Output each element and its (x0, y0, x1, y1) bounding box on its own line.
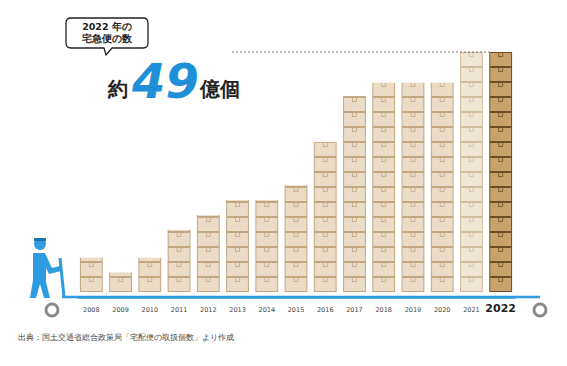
cart-platform (62, 296, 540, 299)
bar (226, 200, 249, 292)
x-tick-label: 2021 (463, 306, 480, 314)
x-tick: 2020 (434, 297, 451, 314)
x-axis: 2008 2009 2010 2011 2012 2013 2014 2015 2016 2017… (78, 297, 516, 315)
x-tick: 2008 (83, 297, 100, 314)
bar (138, 258, 161, 292)
x-tick-label: 2015 (288, 306, 305, 314)
callout-text: 宅急便の数 (82, 33, 133, 44)
bar (431, 83, 454, 292)
x-tick-label: 2019 (405, 306, 422, 314)
x-tick-label: 2020 (434, 306, 451, 314)
annotation: 2022 年の宅急便の数約49億個 (66, 18, 489, 109)
reference-line (232, 52, 489, 53)
callout-text: 2022 年の (82, 21, 132, 32)
x-tick-label: 2018 (375, 306, 392, 314)
x-tick-label: 2012 (200, 306, 217, 314)
x-tick: 2016 (317, 297, 334, 314)
person-body (30, 253, 61, 298)
bar (489, 52, 512, 292)
x-tick: 2019 (405, 297, 422, 314)
x-tick-label: 2016 (317, 306, 334, 314)
bar (343, 96, 366, 292)
bar (80, 258, 103, 292)
x-tick: 2012 (200, 297, 217, 314)
person-cap (34, 238, 46, 241)
x-tick: 2014 (258, 297, 275, 314)
cart-wheel (46, 304, 58, 316)
x-tick: 2018 (375, 297, 392, 314)
chart: 2008 2009 2010 2011 2012 2013 2014 2015 2016 2017… (0, 0, 567, 366)
bar (402, 83, 425, 292)
x-tick: 2022 (485, 297, 516, 315)
x-tick: 2011 (171, 297, 188, 314)
x-tick-label: 2017 (346, 306, 363, 314)
x-tick: 2013 (229, 297, 246, 314)
x-tick: 2009 (112, 297, 129, 314)
x-tick-label: 2013 (229, 306, 246, 314)
person-head (34, 238, 46, 250)
bar (109, 272, 132, 292)
x-tick: 2017 (346, 297, 363, 314)
bar (255, 200, 278, 292)
source-note: 出典：国土交通省総合政策局「宅配便の取扱個数」より作成 (18, 333, 234, 342)
x-tick: 2015 (288, 297, 305, 314)
person-icon (30, 238, 64, 298)
bar (197, 215, 220, 292)
bar (314, 142, 337, 292)
bars (80, 52, 512, 292)
bar (168, 230, 191, 292)
x-tick-label: 2022 (485, 302, 516, 315)
x-tick-label: 2009 (112, 306, 129, 314)
x-tick: 2010 (142, 297, 159, 314)
bar (372, 83, 395, 292)
bar (285, 185, 308, 292)
truck-handle (60, 258, 64, 297)
annotation-prefix: 約 (107, 77, 128, 101)
x-tick: 2021 (463, 297, 480, 314)
x-tick-label: 2010 (142, 306, 159, 314)
x-tick-label: 2011 (171, 306, 188, 314)
callout-bubble (66, 18, 148, 55)
annotation-unit: 億個 (199, 77, 240, 101)
bar (460, 52, 483, 292)
x-axis-line (78, 296, 516, 299)
annotation-value: 49 (131, 53, 199, 109)
x-tick-label: 2008 (83, 306, 100, 314)
x-tick-label: 2014 (258, 306, 275, 314)
cart-wheel (534, 304, 546, 316)
